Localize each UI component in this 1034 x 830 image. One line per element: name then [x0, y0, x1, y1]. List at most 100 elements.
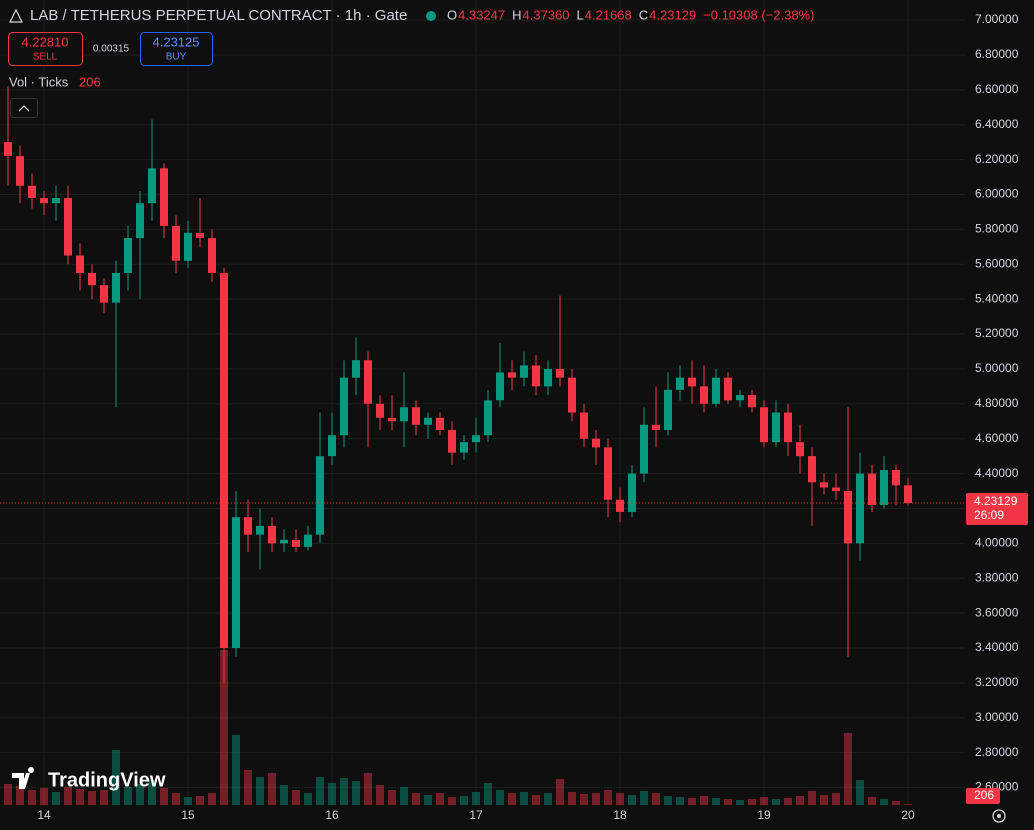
candle-body [652, 424, 660, 430]
candle-body [700, 386, 708, 404]
volume-bar [460, 796, 468, 805]
candle-body [604, 447, 612, 500]
volume-bar [448, 797, 456, 805]
volume-bar [616, 793, 624, 805]
volume-tag [966, 788, 1000, 804]
candle-body [544, 368, 552, 387]
candle-body [136, 203, 144, 239]
candle-body [364, 360, 372, 404]
collapse-button[interactable] [10, 98, 38, 118]
volume-bar [388, 790, 396, 805]
settings [992, 809, 1006, 823]
buy-label: BUY [166, 52, 187, 63]
volume-bar [220, 650, 228, 805]
ohlc-legend: O 4.33247 H 4.37360 L 4.21668 C 4.23129 −0.10308… [447, 7, 814, 22]
status-dot [426, 11, 436, 21]
volume-bar [868, 797, 876, 805]
candle-body [64, 197, 72, 256]
candle-body [448, 429, 456, 453]
volume-bar [112, 750, 120, 805]
candle-body [676, 377, 684, 390]
volume-bar [628, 795, 636, 805]
settings-icon-center [997, 814, 1001, 818]
y-tick-label: 3.20000 [975, 675, 1019, 689]
candle-body [832, 487, 840, 492]
collapse-icon[interactable] [9, 8, 23, 23]
candle-body [436, 417, 444, 430]
candle-body [904, 485, 912, 504]
y-tick-label: 5.80000 [975, 222, 1019, 236]
ohlc-key: L [577, 7, 584, 22]
volume-bar [796, 796, 804, 805]
candle-body [484, 400, 492, 436]
candle-body [412, 407, 420, 425]
y-tick-label: 4.60000 [975, 431, 1019, 445]
candle-body [772, 412, 780, 443]
y-tick-label: 6.00000 [975, 187, 1019, 201]
volume-bar [160, 788, 168, 805]
candle-body [232, 517, 240, 649]
candle-body [244, 517, 252, 535]
volume-bar [484, 783, 492, 805]
buy-button[interactable] [140, 32, 213, 66]
candle-body [592, 438, 600, 448]
candle-body [568, 377, 576, 413]
candle-body [88, 272, 96, 286]
volume-bar [748, 799, 756, 805]
sell-button[interactable] [8, 32, 83, 66]
volume-bar [856, 780, 864, 805]
settings-icon[interactable] [992, 809, 1006, 823]
candle-body [724, 377, 732, 401]
candle-body [28, 185, 36, 198]
ohlc-key: H [512, 7, 521, 22]
candle-body [520, 365, 528, 378]
volume-bar [664, 796, 672, 805]
volume-bar [688, 798, 696, 805]
volume-bar [676, 797, 684, 805]
x-tick-label: 16 [325, 808, 339, 822]
volume-bar [580, 794, 588, 805]
candle-body [256, 525, 264, 535]
candle-body [400, 407, 408, 422]
candle-body [868, 473, 876, 505]
volume-bar [844, 733, 852, 805]
candle-body [472, 435, 480, 443]
ohlc-value: 4.23129 [649, 7, 696, 22]
volume-bar [400, 787, 408, 805]
volume-bar [280, 785, 288, 805]
ohlc-key: O [447, 7, 457, 22]
grid [0, 0, 965, 805]
volume-bar [352, 781, 360, 805]
symbol-title: LAB / TETHERUS PERPETUAL CONTRACT · 1h ·… [30, 7, 407, 24]
candle-body [424, 417, 432, 425]
sell-label: SELL [33, 52, 58, 63]
volume-bar [364, 773, 372, 805]
volume-bar [736, 800, 744, 805]
price-tag [966, 493, 1028, 526]
volume-bar [16, 786, 24, 805]
volume-bar [340, 778, 348, 805]
candle-body [304, 534, 312, 547]
x-tick-label: 14 [37, 808, 51, 822]
x-tick-label: 18 [613, 808, 627, 822]
candle-body [352, 360, 360, 378]
y-tick-label: 5.40000 [975, 291, 1019, 305]
chevron-icon [18, 105, 30, 112]
volume-bar [604, 790, 612, 805]
y-tick-label: 6.20000 [975, 152, 1019, 166]
volume-bar [328, 783, 336, 805]
volume-bar [268, 773, 276, 805]
candle-body [184, 232, 192, 261]
candle-body [808, 456, 816, 483]
volume-bar [172, 793, 180, 805]
volume-bar [652, 793, 660, 805]
y-tick-label: 3.00000 [975, 710, 1019, 724]
volume-bar [52, 792, 60, 805]
volume-bar [40, 788, 48, 805]
candle-body [820, 482, 828, 488]
y-tick-label: 4.80000 [975, 396, 1019, 410]
y-tick-label: 3.80000 [975, 570, 1019, 584]
volume-bar [892, 801, 900, 805]
volume-bar [712, 798, 720, 805]
